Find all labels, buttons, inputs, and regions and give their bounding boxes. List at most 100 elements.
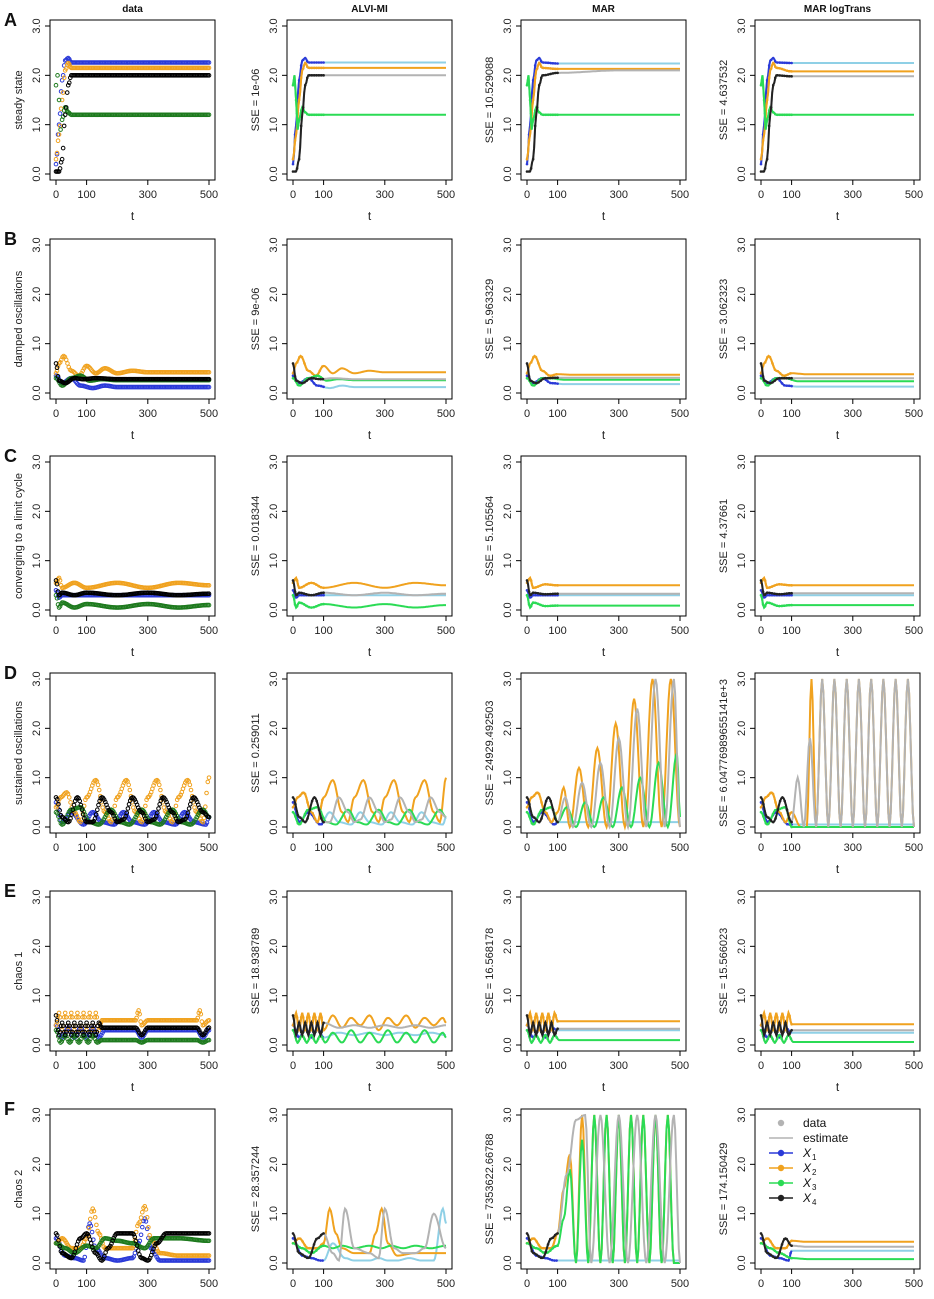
y-tick-label: 1.0 — [502, 117, 514, 132]
data-point — [532, 822, 536, 826]
data-point — [317, 66, 321, 70]
x-tick-label: 100 — [782, 189, 800, 201]
data-point — [546, 604, 550, 608]
estimate-line-X2 — [526, 575, 680, 589]
data-point — [548, 592, 552, 596]
data-point — [780, 1243, 784, 1246]
data-point — [785, 61, 789, 65]
data-point — [61, 1033, 67, 1039]
data-point — [298, 794, 302, 797]
data-point — [206, 602, 212, 608]
data-point — [312, 1257, 315, 1260]
y-tick-label: 0.0 — [268, 1037, 280, 1052]
panel-letter: A — [4, 10, 17, 30]
data-point — [544, 604, 547, 608]
fit-points-X1 — [291, 56, 325, 166]
data-point — [552, 1030, 555, 1034]
y-tick-label: 1.0 — [268, 553, 280, 568]
data-point — [535, 1030, 539, 1034]
data-point — [765, 601, 769, 604]
data-point — [790, 384, 793, 388]
data-point — [549, 72, 552, 76]
data-point — [783, 1237, 786, 1241]
data-point — [539, 1256, 543, 1260]
data-point — [532, 1037, 536, 1041]
data-point — [314, 377, 318, 380]
data-point — [787, 603, 791, 607]
data-point — [301, 106, 305, 109]
data-point — [293, 577, 297, 581]
data-point — [298, 1246, 302, 1249]
data-point — [783, 374, 787, 377]
data-point — [58, 127, 63, 132]
data-point — [312, 382, 316, 385]
data-point — [759, 83, 763, 87]
data-point — [137, 1219, 143, 1225]
data-point — [769, 106, 773, 109]
data-point — [296, 796, 299, 799]
data-point — [315, 61, 318, 64]
data-point — [54, 581, 60, 587]
data-point — [317, 74, 321, 77]
data-point — [778, 1250, 782, 1254]
data-point — [530, 813, 534, 817]
data-point — [62, 112, 68, 118]
data-point — [75, 1039, 81, 1044]
data-point — [547, 796, 550, 799]
data-point — [539, 1030, 543, 1034]
estimate-line-X2 — [292, 575, 446, 589]
data-point — [291, 796, 295, 799]
data-point — [60, 1236, 66, 1242]
data-point — [773, 1030, 777, 1034]
data-point — [546, 1015, 549, 1019]
data-point — [535, 819, 539, 822]
data-point — [317, 808, 321, 812]
data-point — [108, 1243, 113, 1249]
data-point — [293, 590, 297, 593]
x-tick-label: 100 — [548, 1060, 566, 1072]
data-point — [783, 1246, 786, 1250]
data-point — [291, 810, 295, 814]
data-point — [540, 801, 543, 804]
data-point — [310, 593, 313, 597]
series-group — [291, 575, 446, 610]
data-point — [322, 1241, 325, 1245]
data-point — [193, 817, 198, 822]
data-point — [296, 813, 300, 817]
series-group — [53, 353, 212, 391]
data-point — [783, 384, 786, 387]
data-point — [300, 381, 304, 385]
data-point — [57, 604, 63, 609]
y-tick-label: 0.0 — [736, 166, 748, 181]
data-point — [759, 593, 763, 597]
data-point — [529, 579, 533, 582]
data-point — [315, 799, 319, 803]
data-point — [551, 61, 555, 65]
data-point — [310, 379, 314, 382]
data-point — [535, 1015, 539, 1019]
series-X2 — [53, 575, 212, 591]
series-group — [759, 575, 914, 610]
data-point — [763, 1015, 767, 1019]
data-point — [127, 798, 133, 803]
plot-frame — [49, 890, 216, 1052]
data-point — [785, 74, 789, 78]
x-tick-label: 100 — [314, 625, 332, 637]
data-point — [206, 1231, 212, 1236]
data-point — [542, 113, 545, 117]
data-point — [58, 1040, 63, 1045]
data-point — [778, 67, 782, 70]
x-tick-label: 500 — [200, 1060, 218, 1072]
data-point — [308, 1256, 311, 1259]
data-point — [780, 1037, 783, 1041]
data-point — [139, 1224, 145, 1230]
data-point — [773, 1041, 777, 1044]
data-point — [763, 361, 767, 364]
data-point — [763, 593, 767, 596]
data-point — [544, 583, 547, 586]
data-point — [319, 603, 323, 606]
